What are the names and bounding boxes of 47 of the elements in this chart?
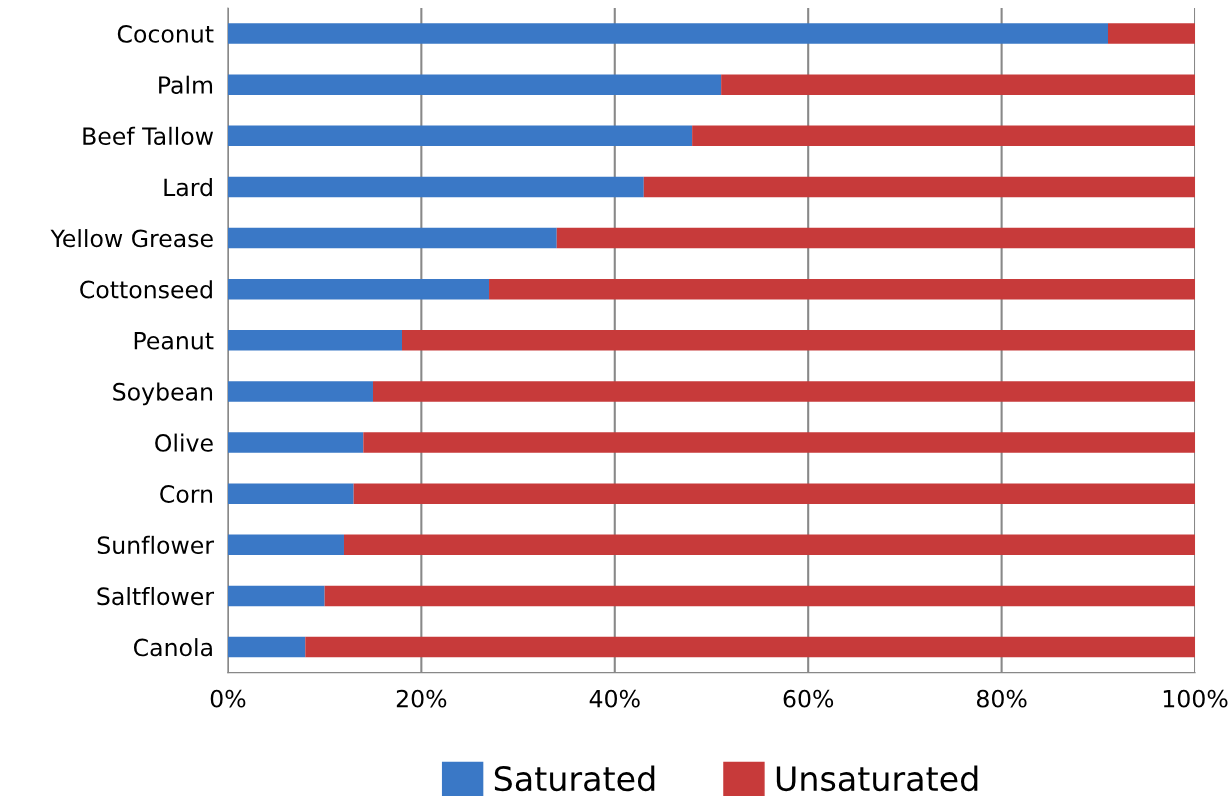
bar: [227, 330, 402, 351]
bar: [343, 534, 1196, 556]
y-tick-label: Lard: [164, 177, 212, 197]
bar: [227, 176, 644, 198]
y-tick-label: Coconut: [117, 24, 214, 43]
bar: [227, 432, 364, 453]
bar: [227, 23, 1108, 44]
x-tick-label: 60%: [783, 689, 834, 708]
bar: [227, 74, 722, 95]
x-tick-label: 80%: [976, 689, 1027, 708]
bar: [227, 483, 354, 504]
bar: [227, 534, 344, 556]
bar: [643, 176, 1196, 198]
bar: [489, 278, 1196, 300]
legend-label: Saturated: [494, 765, 655, 792]
y-tick-label: Olive: [155, 433, 213, 452]
bar: [402, 330, 1196, 351]
bar: [1108, 23, 1196, 44]
x-tick-label: 100%: [1163, 689, 1228, 708]
x-tick-label: 40%: [589, 689, 640, 708]
bar: [227, 585, 325, 607]
y-tick-label: Beef Tallow: [83, 126, 214, 146]
bar: [227, 636, 306, 658]
bar: [363, 432, 1196, 453]
bar: [305, 636, 1196, 658]
bar: [353, 483, 1196, 504]
y-tick-label: Saltflower: [97, 586, 215, 606]
bar: [324, 585, 1196, 607]
bar: [227, 381, 373, 402]
x-tick-label: 0%: [210, 689, 246, 708]
y-tick-label: Peanut: [134, 332, 214, 350]
legend-label: Unsaturated: [776, 765, 978, 792]
y-tick-label: Soybean: [113, 382, 213, 406]
y-tick-label: Canola: [133, 638, 212, 657]
bar: [227, 278, 490, 300]
y-tick-label: Palm: [159, 75, 213, 94]
bar: [227, 227, 557, 249]
x-tick-label: 20%: [396, 689, 447, 708]
bar: [556, 227, 1196, 249]
y-tick-label: Corn: [160, 485, 213, 503]
bar: [692, 125, 1196, 146]
bar: [372, 381, 1196, 402]
y-tick-label: Sunflower: [97, 535, 215, 555]
y-tick-label: Cottonseed: [80, 280, 212, 299]
bar: [721, 74, 1196, 95]
y-tick-label: Yellow Grease: [50, 229, 213, 248]
bar: [227, 125, 693, 146]
